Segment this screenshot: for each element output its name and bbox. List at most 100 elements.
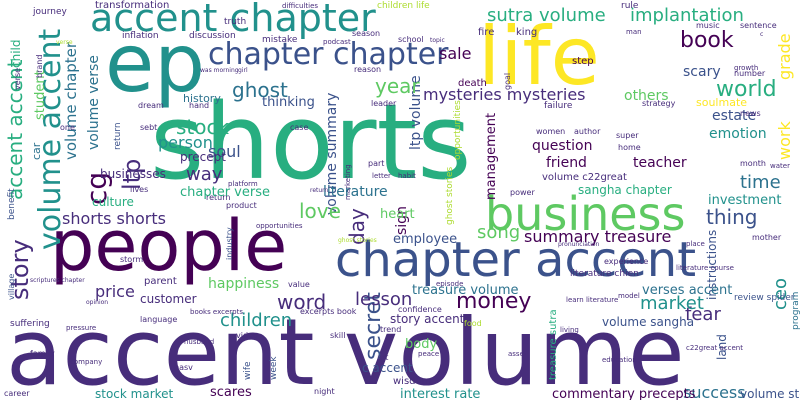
word-asset: education [602,356,637,364]
word-literature-chien: sangha chapter [578,183,672,197]
word-inflation: inflation [122,31,159,41]
word-employee: employee [393,232,457,247]
word-career: episode [436,280,463,288]
word-volume-sangha: volume sangha [602,315,694,329]
word-people: people [50,205,287,287]
word-volume-summary: volume summary [324,93,340,215]
word-books-excerpts: topic [430,37,445,44]
word-mind: instructions [705,230,719,300]
word-podcast: podcast [323,38,351,46]
word-super: super [616,131,639,140]
word-place: experience [604,257,648,266]
word-market: market [640,293,704,314]
word-skill: skill [330,331,345,340]
word-soulmate: soulmate [696,96,747,109]
word-truth: truth [224,17,246,27]
word-product: product [226,201,257,210]
word-shorts-shorts: shorts shorts [62,209,166,228]
word-scares: scares [210,385,252,400]
word-review-spider: review spider [734,293,795,303]
word-ghost: ghost [232,78,288,102]
word-money: money [456,289,531,314]
word-village: opportunities [453,100,463,160]
word-sentence: sentence [740,21,777,30]
word-journey: journey [32,7,67,17]
word-case: case [290,123,308,132]
word-treasure-sutra: opportunities [256,222,303,230]
word-episode: living [560,326,579,334]
word-estate: estate [712,108,756,124]
word-part: part [368,159,384,168]
word-death: death [458,78,487,89]
word-video: video [236,331,258,340]
word-reason: reason [354,65,381,74]
word-accent-accent: accent accent [3,59,27,200]
word-news: news [740,109,761,118]
word-letter: letter [372,172,391,180]
word-customer: customer [140,292,197,306]
word-car: excerpts book [300,307,357,316]
word-accent-sutra: treasure sutra [548,309,559,380]
word-ltp-volume: ltp volume [408,75,424,150]
word-accent-volume: accent volume [6,299,685,400]
word-volume-c22great: return [206,193,230,202]
word-child: child [9,40,23,69]
word-risk: pressure [66,324,96,332]
word-mother: literature chien [570,269,639,279]
word-children: children [220,310,292,331]
word-habit: habit [398,172,416,180]
word-number: number [734,69,766,78]
word-sebt: sebt [140,123,157,132]
word-teacher: teacher [633,155,687,171]
word-pronunciation: program [791,292,800,330]
word-volume-accent: volume accent [33,28,68,250]
word-body: body [405,337,437,352]
word-world: world [716,77,777,102]
word-chapter-chapter: chapter chapter [208,37,449,72]
word-leader: leader [371,99,397,108]
word-literature-course: pronunciation [558,241,600,248]
word-volume-chapter: volume chapter [62,41,80,160]
word-return: books excerpts [190,308,243,316]
word-ltp-vertical: ltp [118,159,146,190]
word-opportunities: was morning [200,67,239,74]
word-ep: ep [105,17,205,110]
word-businesses: businesses [100,167,166,181]
word-mysteries-small: scriptures chapter [30,277,85,284]
word-storm: storm [120,255,143,264]
word-music: music [696,21,720,30]
word-literature: literature [323,184,388,200]
word-heart: heart [380,207,415,222]
word-peace: c22great accent [686,344,743,352]
word-management: management [484,113,499,200]
word-topic: c [760,31,763,38]
word-husband: husband [184,338,214,346]
word-discussion: discussion [189,31,236,41]
word-art: peace [418,350,439,358]
word-week: c accent [362,361,413,375]
word-volume-verse: volume verse [86,55,102,150]
word-value: value [288,280,310,289]
word-scriptures-chapter: marketing [344,164,352,200]
word-author: author [574,127,601,136]
word-history: history [183,92,221,105]
word-school: school [398,35,424,44]
word-ceo: ceo [770,278,791,310]
word-question: question [532,138,592,154]
word-house: wife [243,361,253,380]
word-education: confidence [398,305,442,314]
word-investment: investment [708,193,781,208]
word-wisdom: land [715,334,729,360]
word-problem: night [314,387,335,396]
word-sangha-chapter: return [113,122,123,150]
word-industry: industry [225,227,234,260]
word-experience: volume c22great [542,172,627,183]
word-hand: hand [189,101,209,110]
word-parent: parent [144,276,177,287]
word-sign: sign [394,206,410,235]
word-shorts: shorts [150,81,471,203]
word-secret: secret [361,292,386,360]
word-failure: failure [544,101,573,111]
word-relationship: benefit [7,188,17,220]
